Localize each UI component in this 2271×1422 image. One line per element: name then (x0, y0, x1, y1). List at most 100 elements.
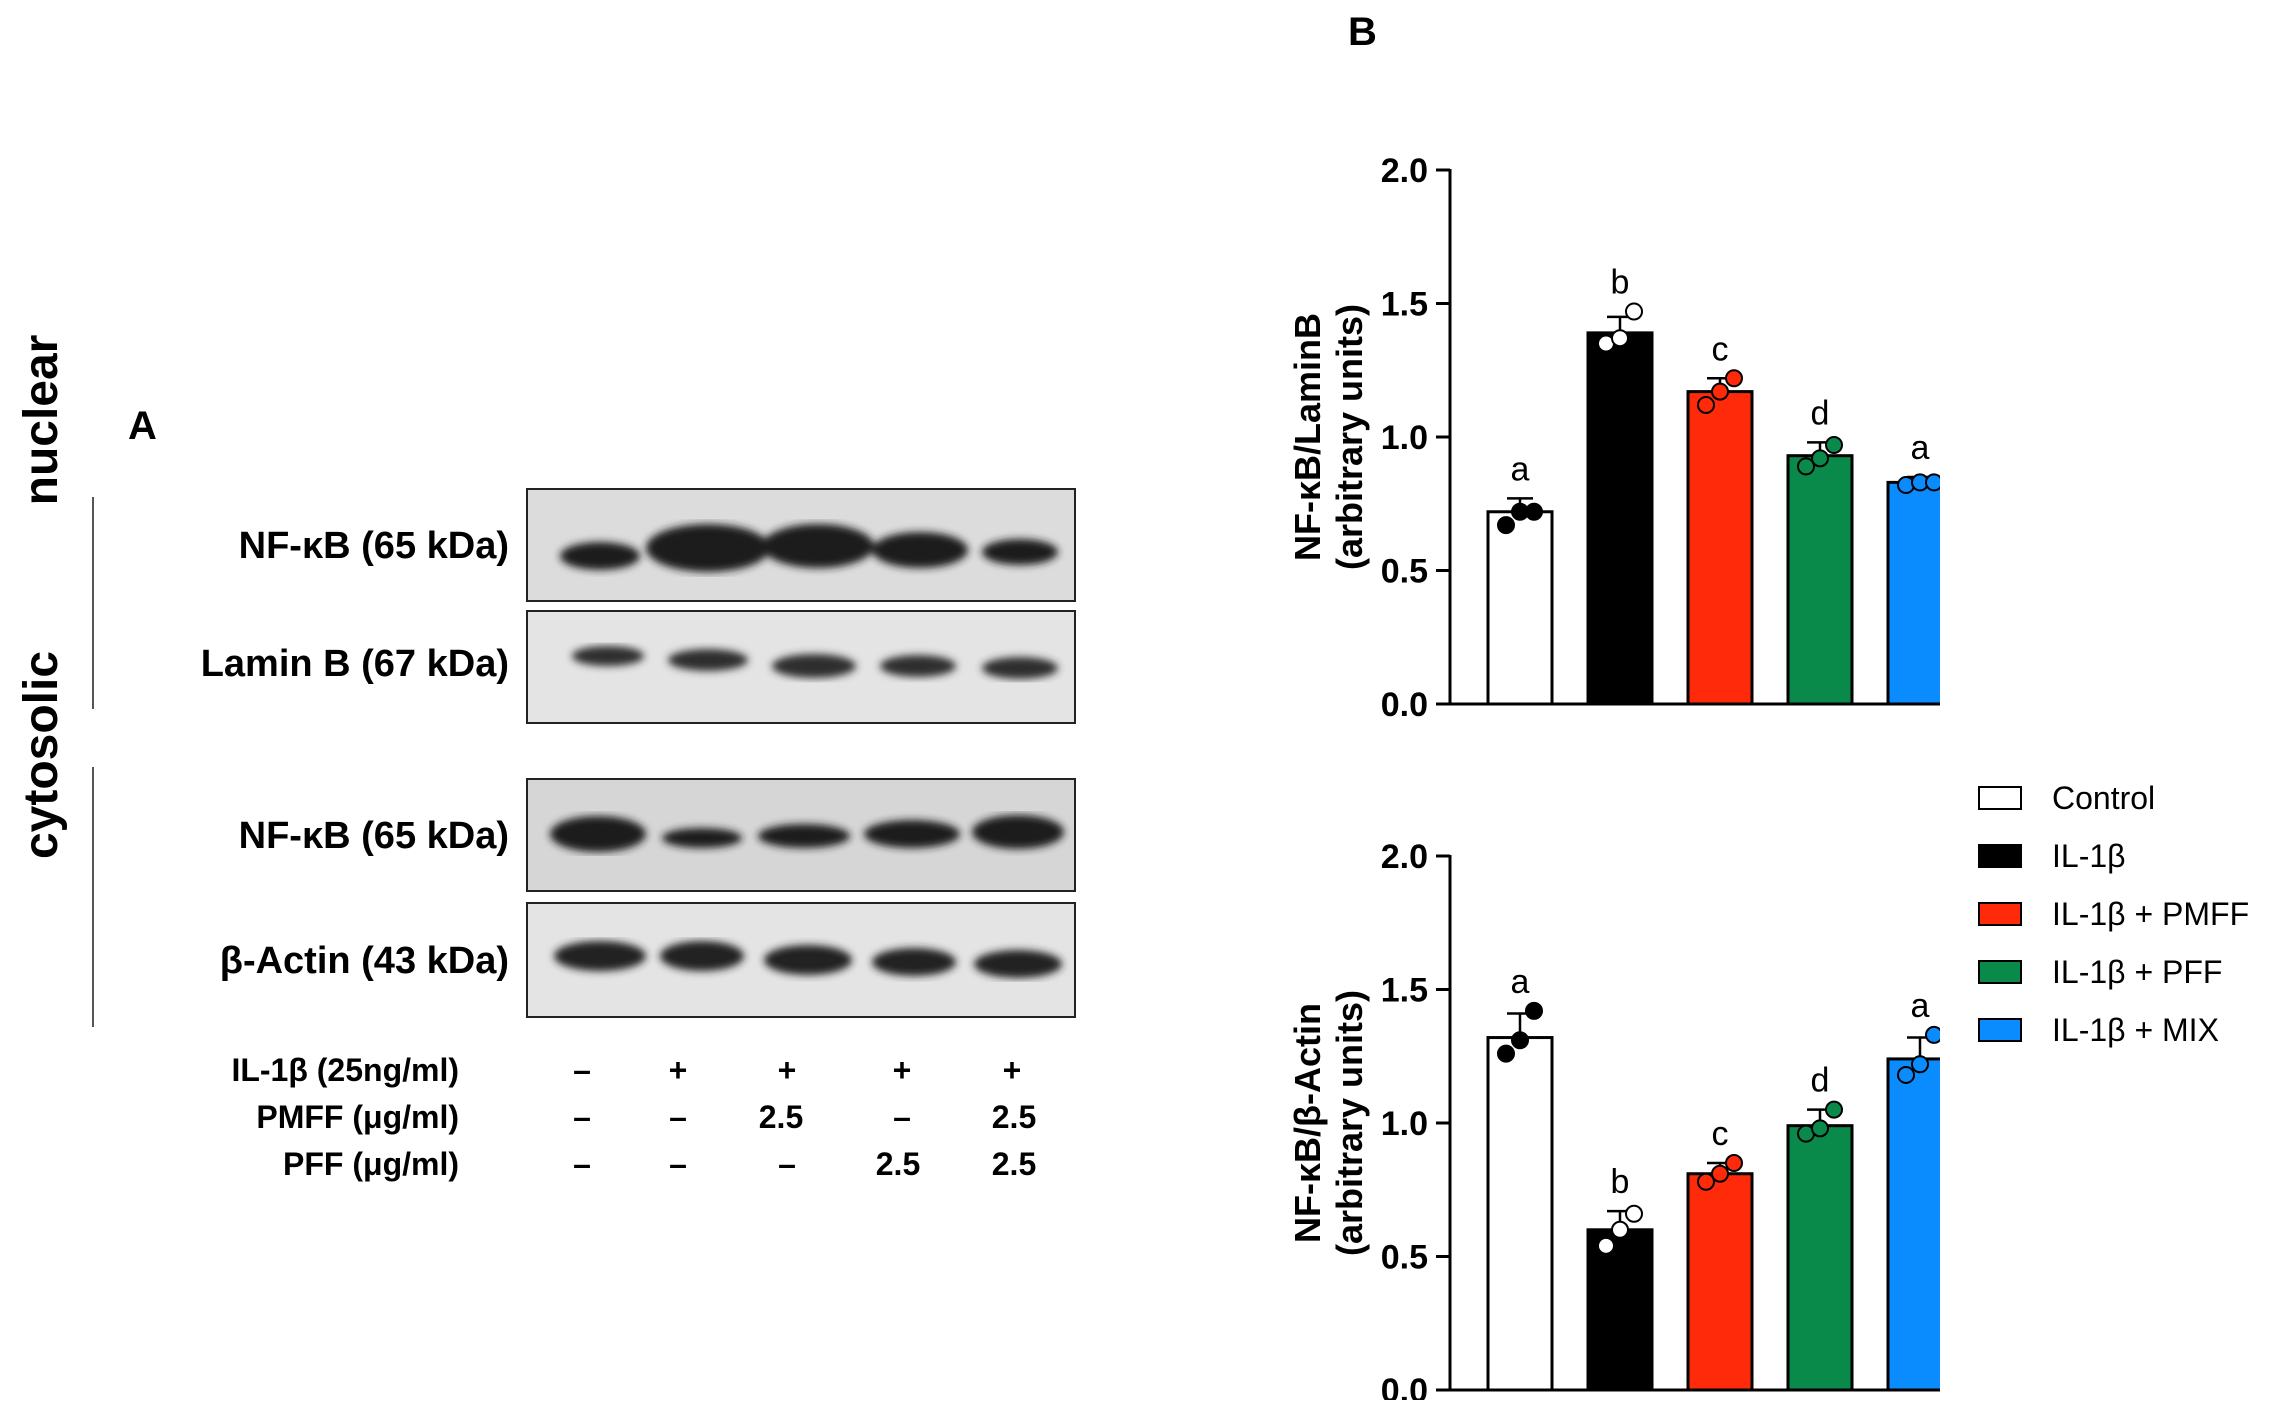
legend-swatch (1978, 1018, 2022, 1042)
legend-swatch (1978, 902, 2022, 926)
y-tick-label: 1.5 (1381, 286, 1428, 324)
data-point (1625, 302, 1643, 321)
chart-nfkb-beta-actin: 0.0 0.5 1.0 1.5 2.0 NF-κB/β-Actin (arbitrary u… (1287, 838, 1940, 1400)
fraction-divider-nuclear (92, 497, 94, 709)
y-tick-label: 1.0 (1381, 419, 1428, 457)
fraction-label-cytosolic: cytosolic (15, 650, 68, 860)
condition-value: 2.5 (991, 1146, 1037, 1182)
band-label-cytosolic-nfkb: NF-κB (65 kDa) (238, 815, 509, 857)
condition-value: + (668, 1052, 688, 1088)
band-label-lamin-b: Lamin B (67 kDa) (200, 643, 509, 685)
significance-letter: a (1511, 963, 1530, 1001)
data-point (1811, 1119, 1829, 1138)
data-point (1825, 436, 1843, 455)
legend-item-il1b-pmff: IL-1β + PMFF (1978, 896, 2249, 932)
y-tick-label: 0.5 (1381, 553, 1428, 591)
condition-value: 2.5 (758, 1099, 804, 1135)
band-label-beta-actin: β-Actin (43 kDa) (219, 940, 509, 982)
blot-nuclear-nfkb (526, 488, 1076, 602)
data-point (1711, 382, 1729, 401)
condition-value: – (573, 1146, 591, 1182)
significance-letter: c (1712, 330, 1729, 368)
condition-label-pff: PFF (μg/ml) (283, 1146, 459, 1182)
data-point (1911, 1055, 1929, 1074)
data-point (1925, 473, 1940, 492)
fraction-divider-cytosolic (92, 767, 94, 1027)
data-point (1825, 1100, 1843, 1119)
fraction-label-nuclear: nuclear (15, 334, 68, 506)
legend-item-il1b-pff: IL-1β + PFF (1978, 954, 2222, 990)
significance-letter: a (1511, 450, 1530, 488)
data-point (1725, 369, 1743, 388)
y-tick-label: 1.5 (1381, 972, 1428, 1010)
significance-letter: d (1811, 1062, 1830, 1100)
legend-item-il1b-mix: IL-1β + MIX (1978, 1012, 2219, 1048)
legend-swatch (1978, 786, 2022, 810)
condition-value: – (669, 1146, 687, 1182)
bar (1686, 1172, 1754, 1392)
data-point (1697, 1172, 1715, 1191)
data-point (1597, 1236, 1615, 1255)
data-point (1625, 1204, 1643, 1223)
y-axis-label-units: (arbitrary units) (1329, 990, 1370, 1256)
condition-label-il1b: IL-1β (25ng/ml) (231, 1052, 459, 1088)
panel-a-label: A (128, 404, 157, 448)
data-point (1611, 1220, 1629, 1239)
significance-letter: d (1811, 394, 1830, 432)
legend-label: IL-1β + PFF (2052, 953, 2223, 990)
condition-value: + (777, 1052, 797, 1088)
legend-item-il1b: IL-1β (1978, 838, 2126, 874)
data-point (1497, 1044, 1515, 1063)
bar (1486, 510, 1554, 706)
bar (1586, 331, 1654, 706)
condition-value: + (892, 1052, 912, 1088)
legend-label: IL-1β + MIX (2052, 1011, 2219, 1048)
significance-letter: c (1712, 1115, 1729, 1153)
significance-letter: b (1611, 1163, 1630, 1201)
data-point (1511, 1031, 1529, 1050)
condition-value: – (778, 1146, 796, 1182)
blot-lamin-b (526, 610, 1076, 724)
data-point (1811, 449, 1829, 468)
condition-value: 2.5 (991, 1099, 1037, 1135)
condition-value: – (573, 1099, 591, 1135)
significance-letter: a (1911, 987, 1930, 1025)
y-tick-label: 2.0 (1381, 838, 1428, 876)
legend-swatch (1978, 844, 2022, 868)
y-axis-label: NF-κB/LaminB (1287, 313, 1328, 561)
condition-label-pmff: PMFF (μg/ml) (256, 1099, 459, 1135)
legend-swatch (1978, 960, 2022, 984)
y-tick-label: 1.0 (1381, 1105, 1428, 1143)
y-axis-label-units: (arbitrary units) (1329, 304, 1370, 570)
condition-value: – (573, 1052, 591, 1088)
bar (1686, 390, 1754, 706)
condition-value: + (1002, 1052, 1022, 1088)
bar (1786, 454, 1854, 706)
data-point (1797, 457, 1815, 476)
legend-label: Control (2052, 779, 2156, 816)
blot-cytosolic-nfkb (526, 778, 1076, 892)
y-axis-label: NF-κB/β-Actin (1287, 1003, 1328, 1243)
bar (1786, 1124, 1854, 1392)
data-point (1525, 1001, 1543, 1020)
bar (1486, 1036, 1554, 1392)
data-point (1711, 1164, 1729, 1183)
condition-value: – (669, 1099, 687, 1135)
legend-label: IL-1β (2052, 837, 2126, 874)
data-point (1525, 502, 1543, 521)
data-point (1925, 1025, 1940, 1044)
bar (1586, 1228, 1654, 1392)
y-tick-label: 0.0 (1381, 1372, 1428, 1400)
legend-label: IL-1β + PMFF (2052, 895, 2250, 932)
legend-item-control: Control (1978, 780, 2155, 816)
condition-value: – (893, 1099, 911, 1135)
significance-letter: a (1911, 429, 1930, 467)
data-point (1697, 395, 1715, 414)
bar (1886, 1057, 1940, 1392)
blot-beta-actin (526, 902, 1076, 1018)
y-tick-label: 2.0 (1381, 152, 1428, 190)
chart-nfkb-laminb: 0.0 0.5 1.0 1.5 2.0 NF-κB/LaminB (arbitrary un… (1287, 152, 1940, 720)
band-label-nuclear-nfkb: NF-κB (65 kDa) (238, 525, 509, 567)
significance-letter: b (1611, 264, 1630, 302)
data-point (1725, 1154, 1743, 1173)
